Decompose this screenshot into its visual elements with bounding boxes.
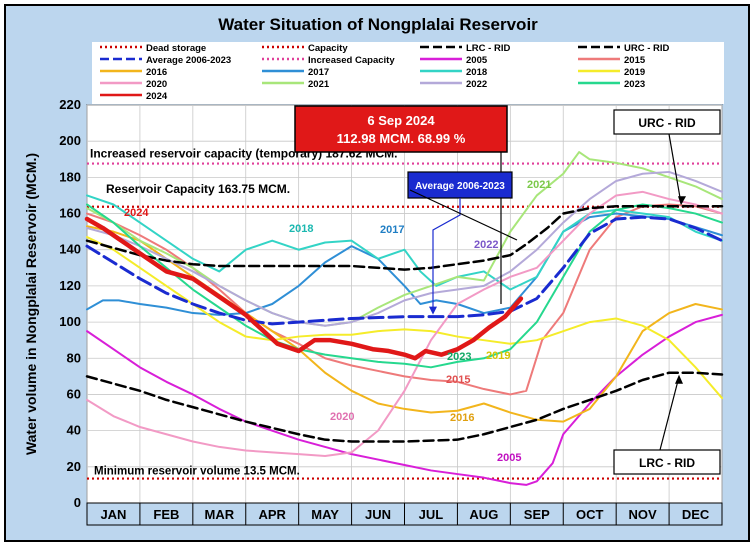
y-tick-label: 60 bbox=[67, 386, 81, 401]
callout-value: 112.98 MCM. 68.99 % bbox=[337, 131, 466, 146]
lrc-arrowhead bbox=[675, 374, 683, 384]
y-tick-label: 100 bbox=[59, 314, 81, 329]
series-line-urc-rid bbox=[85, 205, 724, 271]
y-tick-label: 160 bbox=[59, 206, 81, 221]
series-label-2018: 2018 bbox=[289, 223, 313, 235]
legend-box bbox=[92, 42, 724, 104]
series-line-average-2006-2023 bbox=[85, 215, 724, 326]
legend-label: 2005 bbox=[466, 55, 488, 66]
capacity-label: Reservoir Capacity 163.75 MCM. bbox=[106, 182, 290, 196]
series-label-2015: 2015 bbox=[446, 374, 470, 386]
series-label-2022: 2022 bbox=[474, 239, 498, 251]
legend-label: URC - RID bbox=[624, 43, 670, 54]
x-tick-label: MAR bbox=[204, 507, 234, 522]
lrc-label-box bbox=[613, 449, 721, 475]
average-pointer bbox=[432, 198, 461, 313]
urc-pointer bbox=[668, 133, 682, 204]
series-label-2024: 2024 bbox=[124, 207, 149, 219]
y-tick-label: 80 bbox=[67, 350, 81, 365]
series-line-2024 bbox=[84, 216, 524, 361]
legend-label: 2024 bbox=[146, 91, 168, 102]
lrc-label: LRC - RID bbox=[639, 456, 695, 470]
legend-label: 2021 bbox=[308, 79, 330, 90]
x-tick-label: JUL bbox=[419, 507, 444, 522]
series-line-2005 bbox=[86, 313, 723, 486]
x-tick-label: NOV bbox=[629, 507, 658, 522]
legend-label: 2017 bbox=[308, 67, 329, 78]
series-label-2023: 2023 bbox=[447, 351, 471, 363]
y-tick-label: 200 bbox=[59, 133, 81, 148]
urc-arrowhead bbox=[678, 196, 686, 206]
series-line-2022 bbox=[86, 170, 723, 327]
lrc-pointer bbox=[659, 376, 680, 451]
x-tick-label: MAY bbox=[311, 507, 339, 522]
legend-label: Dead storage bbox=[146, 43, 206, 54]
series-line-2023 bbox=[86, 203, 723, 369]
x-tick-label: JUN bbox=[365, 507, 391, 522]
y-tick-label: 20 bbox=[67, 459, 81, 474]
y-tick-label: 120 bbox=[59, 278, 81, 293]
legend-label: 2019 bbox=[624, 67, 645, 78]
y-tick-label: 40 bbox=[67, 423, 81, 438]
legend-label: 2018 bbox=[466, 67, 487, 78]
x-tick-label: SEP bbox=[524, 507, 550, 522]
x-tick-label: APR bbox=[258, 507, 286, 522]
legend-label: 2023 bbox=[624, 79, 645, 90]
series-label-2005: 2005 bbox=[497, 452, 521, 464]
legend-label: 2015 bbox=[624, 55, 646, 66]
x-tick-label: JAN bbox=[100, 507, 126, 522]
series-label-2021: 2021 bbox=[527, 179, 551, 191]
series-label-2020: 2020 bbox=[330, 411, 354, 423]
legend-label: Capacity bbox=[308, 43, 348, 54]
series-line-2018 bbox=[86, 194, 723, 291]
y-tick-label: 180 bbox=[59, 169, 81, 184]
series-line-lrc-rid bbox=[85, 371, 724, 443]
x-tick-label: DEC bbox=[682, 507, 710, 522]
y-axis-label: Water volume in Nongplalai Reservoir (MC… bbox=[23, 153, 39, 455]
legend-label: Average 2006-2023 bbox=[146, 55, 231, 66]
legend-label: LRC - RID bbox=[466, 43, 510, 54]
urc-label: URC - RID bbox=[638, 116, 696, 130]
average-label: Average 2006-2023 bbox=[415, 181, 505, 192]
x-tick-label: OCT bbox=[576, 507, 604, 522]
average-label-box bbox=[407, 171, 513, 199]
series-label-2019: 2019 bbox=[486, 350, 510, 362]
x-tick-label: FEB bbox=[153, 507, 179, 522]
legend-label: Increased Capacity bbox=[308, 55, 395, 66]
dead-storage-label: Minimum reservoir volume 13.5 MCM. bbox=[94, 466, 300, 478]
y-tick-label: 220 bbox=[59, 97, 81, 112]
x-tick-label: AUG bbox=[469, 507, 498, 522]
chart-title: Water Situation of Nongplalai Reservoir bbox=[218, 15, 538, 34]
series-label-2016: 2016 bbox=[450, 412, 474, 424]
callout-date: 6 Sep 2024 bbox=[367, 113, 435, 128]
urc-label-box bbox=[613, 109, 721, 135]
y-tick-label: 0 bbox=[74, 495, 81, 510]
legend-label: 2022 bbox=[466, 79, 487, 90]
series-line-2020 bbox=[86, 190, 723, 457]
average-arrowhead bbox=[429, 306, 437, 315]
series-label-2017: 2017 bbox=[380, 224, 404, 236]
legend-label: 2016 bbox=[146, 67, 167, 78]
callout-box bbox=[294, 105, 508, 153]
callout-leader bbox=[409, 189, 518, 241]
series-line-2021 bbox=[86, 151, 723, 327]
y-tick-label: 140 bbox=[59, 242, 81, 257]
legend-label: 2020 bbox=[146, 79, 167, 90]
